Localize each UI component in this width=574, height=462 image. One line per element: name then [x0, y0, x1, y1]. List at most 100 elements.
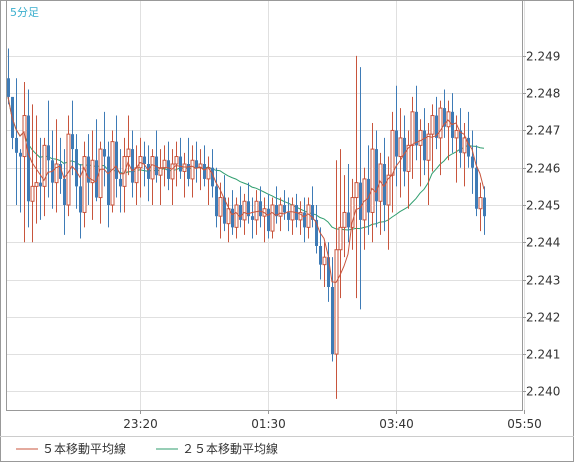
candle-body-up: [446, 111, 451, 128]
candle-body-down: [103, 149, 106, 157]
candle-body-down: [87, 156, 90, 183]
candle-body-down: [223, 197, 226, 224]
y-tick-label: 2.244: [526, 236, 560, 250]
candle-body-up: [190, 159, 195, 180]
candle-body-up: [174, 156, 179, 165]
candle-body-up: [410, 111, 415, 146]
candle-body-up: [54, 163, 59, 184]
candle-body-down: [231, 208, 234, 228]
y-tick-label: 2.242: [526, 311, 560, 325]
candle-body-down: [347, 212, 350, 228]
ma5-line: [7, 96, 485, 284]
candle-body-down: [475, 167, 478, 209]
x-tick-label: 05:50: [507, 417, 542, 431]
candle-body-down: [483, 197, 486, 217]
candle-body-up: [242, 200, 247, 221]
candle-body-up: [182, 163, 187, 172]
candle-body-down: [375, 149, 378, 202]
candle-body-up: [30, 185, 35, 202]
candle-body-down: [275, 205, 278, 217]
candle-body-down: [15, 137, 18, 153]
candle-body-up: [426, 133, 431, 161]
candle-body-down: [315, 219, 318, 246]
candle-body-up: [170, 163, 175, 180]
candle-body-up: [370, 148, 375, 213]
candle-body-up: [478, 197, 483, 210]
candle-body-up: [110, 141, 115, 206]
candle-body-up: [438, 107, 443, 139]
candle-body-down: [119, 178, 122, 187]
candle-body-up: [430, 115, 435, 135]
candle-body-up: [462, 137, 467, 154]
y-tick-label: 2.248: [526, 87, 560, 101]
candle-body-up: [398, 137, 403, 158]
candle-body-down: [259, 201, 262, 217]
candle-body-down: [327, 257, 330, 287]
candle-body-down: [423, 130, 426, 161]
candle-body-up: [98, 148, 103, 199]
y-tick-label: 2.243: [526, 274, 560, 288]
candle-body-down: [59, 164, 62, 179]
candle-body-up: [90, 159, 95, 184]
candle-body-up: [218, 197, 223, 217]
candle-body-down: [303, 212, 306, 228]
candle-body-up: [226, 208, 231, 225]
candle-body-down: [187, 164, 190, 179]
candle-body-up: [306, 204, 311, 228]
candle-body-up: [390, 129, 395, 176]
candle-body-up: [354, 182, 359, 199]
candle-body-up: [34, 182, 39, 187]
candle-body-down: [63, 178, 66, 205]
candle-body-down: [311, 205, 314, 220]
candle-body-up: [386, 174, 391, 206]
candle-body-up: [270, 204, 275, 232]
candle-body-down: [395, 130, 398, 157]
ma5-line-layer: [7, 96, 485, 284]
y-tick-label: 2.249: [526, 50, 560, 64]
y-tick-label: 2.246: [526, 162, 560, 176]
candle-body-up: [134, 167, 139, 184]
candle-body-down: [19, 152, 22, 157]
candle-body-down: [179, 156, 182, 172]
candle-body-down: [403, 137, 406, 172]
candle-body-down: [331, 287, 334, 355]
candle-body-down: [359, 182, 362, 220]
candle-body-down: [367, 178, 370, 213]
candle-body-down: [195, 160, 198, 168]
candle-body-down: [75, 149, 78, 187]
candle-body-down: [435, 115, 438, 138]
y-tick-label: 2.247: [526, 124, 560, 138]
candle-body-up: [350, 197, 355, 228]
candle-body-down: [147, 164, 150, 179]
candle-body-down: [443, 108, 446, 127]
legend-label-ma25: ２５本移動平均線: [182, 441, 278, 456]
candle-body-down: [143, 156, 146, 164]
candles-layer: [7, 48, 486, 399]
candle-body-down: [27, 115, 30, 202]
candle-body-down: [415, 111, 418, 146]
candle-body-down: [251, 216, 254, 220]
x-tick-label: 03:40: [379, 417, 414, 431]
candle-body-up: [338, 226, 343, 251]
candle-body-up: [150, 156, 155, 180]
candle-body-up: [278, 204, 283, 217]
candle-body-up: [42, 144, 47, 187]
candle-body-down: [203, 164, 206, 179]
candle-body-down: [287, 212, 290, 220]
candle-body-down: [451, 111, 454, 138]
candle-body-up: [406, 144, 411, 172]
y-tick-label: 2.240: [526, 385, 560, 399]
candle-body-down: [107, 156, 110, 205]
candle-body-up: [138, 156, 143, 169]
candle-body-down: [467, 137, 470, 157]
y-tick-label: 2.245: [526, 199, 560, 213]
candle-body-up: [162, 159, 167, 169]
candle-body-up: [158, 167, 163, 176]
y-axis: 2.249 2.248 2.247 2.246 2.245 2.244 2.243 2.242…: [522, 50, 560, 399]
x-axis: 23:20 01:30 03:40 05:50: [123, 410, 542, 431]
candle-body-down: [459, 130, 462, 153]
candle-body-up: [322, 256, 327, 266]
x-tick-label: 23:20: [123, 417, 158, 431]
candle-body-down: [155, 156, 158, 176]
